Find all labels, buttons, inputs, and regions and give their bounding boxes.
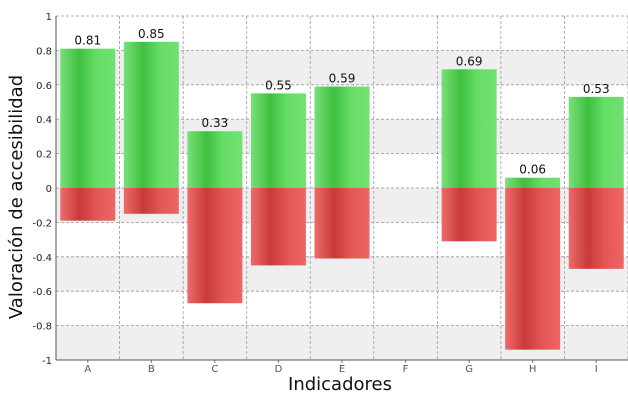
bar-negative: [250, 188, 306, 266]
x-tick-label: H: [529, 364, 537, 375]
bar-positive: [314, 86, 370, 188]
x-tick-label: D: [275, 364, 283, 375]
y-tick-label: 0.2: [36, 150, 52, 161]
x-tick-label: F: [403, 364, 409, 375]
y-tick-label: 0.4: [36, 115, 52, 126]
data-label: 0.85: [138, 27, 165, 41]
y-tick-label: -0.8: [32, 322, 52, 333]
bar-negative: [505, 188, 561, 350]
data-label: 0.33: [202, 116, 229, 130]
y-tick-label: 0: [46, 184, 52, 195]
y-tick-label: 1: [46, 12, 52, 23]
y-tick-label: -0.4: [32, 253, 52, 264]
y-tick-label: 0.8: [36, 46, 52, 57]
data-label: 0.81: [74, 34, 101, 48]
x-tick-label: B: [148, 364, 155, 375]
data-label: 0.69: [456, 54, 483, 68]
x-tick-label: E: [339, 364, 345, 375]
bar-negative: [60, 188, 116, 221]
bar-positive: [187, 131, 243, 188]
bar-positive: [60, 48, 116, 189]
bar-negative: [187, 188, 243, 304]
y-axis-label: Valoración de accesibilidad: [6, 75, 27, 319]
y-tick-label: -1: [42, 356, 52, 367]
data-label: 0.55: [265, 78, 292, 92]
bar-positive: [123, 41, 179, 188]
data-label: 0.06: [519, 163, 546, 177]
bar-negative: [123, 188, 179, 214]
bar-negative: [314, 188, 370, 259]
bar-negative: [441, 188, 497, 242]
bar-positive: [505, 177, 561, 188]
bar-positive: [250, 93, 306, 188]
x-axis-label: Indicadores: [288, 374, 392, 395]
x-tick-label: G: [465, 364, 473, 375]
x-tick-label: C: [211, 364, 218, 375]
data-label: 0.59: [329, 72, 356, 86]
y-tick-label: -0.2: [32, 218, 52, 229]
x-tick-label: I: [595, 364, 598, 375]
bar-negative: [568, 188, 624, 269]
bar-positive: [568, 96, 624, 188]
data-label: 0.53: [583, 82, 610, 96]
y-tick-label: 0.6: [36, 81, 52, 92]
bars: 0.81 0.85 0.33 0.55 0.59 0.69 0.06 0.53: [60, 27, 624, 350]
bar-positive: [441, 69, 497, 188]
x-tick-label: A: [84, 364, 91, 375]
y-tick-label: -0.6: [32, 287, 52, 298]
axes: -1-0.8-0.6-0.4-0.200.20.40.60.81A B C D E F G H…: [32, 12, 628, 375]
